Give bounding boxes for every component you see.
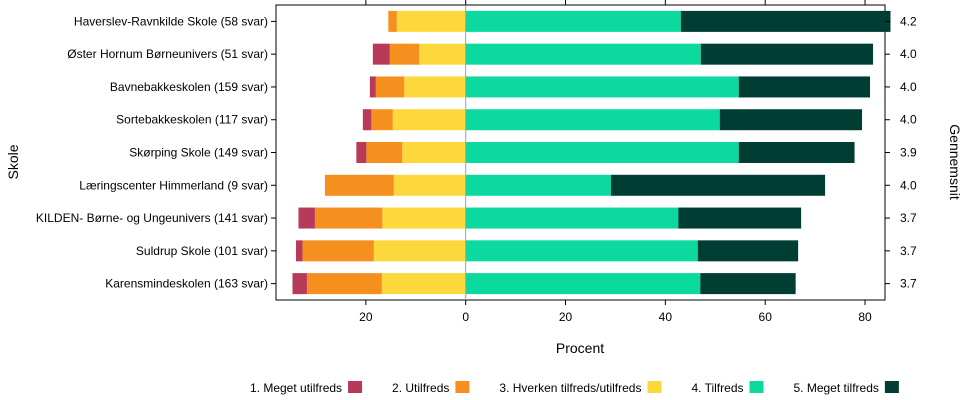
x-tick-label: 40 — [659, 310, 673, 324]
bar-segment — [402, 142, 466, 163]
bar-segment — [465, 174, 611, 196]
legend-label: 1. Meget utilfreds — [250, 381, 342, 395]
bar-segment — [700, 273, 796, 295]
bar-segment — [382, 207, 466, 229]
bar-segment — [738, 76, 871, 98]
category-label: Bavnebakkeskolen (159 svar) — [110, 80, 268, 94]
ticks: 20 0 20 40 60 80 — [271, 0, 890, 324]
bar-segment — [465, 273, 701, 295]
bar-segment — [389, 43, 420, 65]
average-label: 4.2 — [900, 14, 917, 28]
category-label: Skørping Skole (149 svar) — [129, 146, 268, 160]
category-label: Øster Hornum Børneunivers (51 svar) — [67, 47, 268, 61]
bar-segment — [396, 10, 466, 32]
bar-segment — [700, 43, 874, 65]
bar-segment — [465, 43, 701, 65]
bar-segment — [678, 207, 802, 229]
category-label: KILDEN- Børne- og Ungeunivers (141 svar) — [36, 211, 268, 225]
category-labels: Haverslev-Ravnkilde Skole (58 svar) Øster… — [36, 14, 268, 290]
x-tick-label: 80 — [858, 310, 872, 324]
bar-segment — [465, 240, 698, 262]
average-labels: 4.2 4.0 4.0 4.0 3.9 4.0 3.7 3.7 3.7 — [900, 14, 917, 290]
bar-segment — [375, 76, 405, 98]
x-tick-label: 20 — [559, 310, 573, 324]
category-label: Haverslev-Ravnkilde Skole (58 svar) — [74, 14, 268, 28]
average-label: 3.9 — [900, 146, 917, 160]
bars — [292, 10, 891, 295]
bar-segment — [356, 142, 367, 163]
bar-segment — [465, 207, 679, 229]
category-label: Karensmindeskolen (163 svar) — [105, 277, 268, 291]
bar-segment — [372, 43, 390, 65]
y-axis-label: Skole — [5, 144, 21, 179]
bar-segment — [419, 43, 466, 65]
bar-segment — [298, 207, 315, 229]
category-label: Læringscenter Himmerland (9 svar) — [79, 178, 268, 192]
bar-segment — [388, 10, 397, 32]
legend-swatch — [348, 381, 363, 393]
bar-segment — [314, 207, 383, 229]
legend-swatch — [455, 381, 470, 393]
bar-segment — [680, 10, 891, 32]
bar-segment — [719, 109, 863, 131]
bar-segment — [366, 142, 403, 163]
x-tick-label: 60 — [759, 310, 773, 324]
average-label: 3.7 — [900, 211, 917, 225]
bar-segment — [465, 109, 720, 131]
average-label: 3.7 — [900, 277, 917, 291]
category-label: Suldrup Skole (101 svar) — [136, 244, 268, 258]
legend-swatch — [647, 381, 662, 393]
bar-segment — [295, 240, 303, 262]
bar-segment — [404, 76, 466, 98]
bar-segment — [610, 174, 826, 196]
bar-segment — [302, 240, 374, 262]
legend-swatch — [749, 381, 764, 393]
bar-segment — [292, 273, 307, 295]
bar-segment — [465, 76, 739, 98]
bar-segment — [697, 240, 799, 262]
legend-swatch — [884, 381, 899, 393]
average-label: 4.0 — [900, 178, 917, 192]
bar-segment — [381, 273, 466, 295]
legend: 1. Meget utilfreds 2. Utilfreds 3. Hverken… — [250, 381, 899, 395]
bar-segment — [392, 109, 466, 131]
x-tick-label: 0 — [462, 310, 469, 324]
bar-segment — [371, 109, 393, 131]
x-tick-label: 20 — [359, 310, 373, 324]
legend-label: 5. Meget tilfreds — [794, 381, 879, 395]
bar-segment — [465, 10, 681, 32]
bar-segment — [738, 142, 855, 163]
x-axis-label: Procent — [556, 340, 604, 356]
legend-label: 3. Hverken tilfreds/utilfreds — [499, 381, 641, 395]
bar-segment — [393, 174, 466, 196]
average-label: 4.0 — [900, 113, 917, 127]
legend-label: 2. Utilfreds — [392, 381, 449, 395]
bar-segment — [465, 142, 739, 163]
average-label: 4.0 — [900, 47, 917, 61]
bar-segment — [373, 240, 466, 262]
bar-segment — [362, 109, 372, 131]
bar-segment — [324, 174, 394, 196]
bar-segment — [369, 76, 376, 98]
right-axis-label: Gennemsnit — [947, 124, 960, 200]
legend-label: 4. Tilfreds — [691, 381, 743, 395]
bar-segment — [306, 273, 382, 295]
average-label: 3.7 — [900, 244, 917, 258]
average-label: 4.0 — [900, 80, 917, 94]
category-label: Sortebakkeskolen (117 svar) — [116, 113, 268, 127]
